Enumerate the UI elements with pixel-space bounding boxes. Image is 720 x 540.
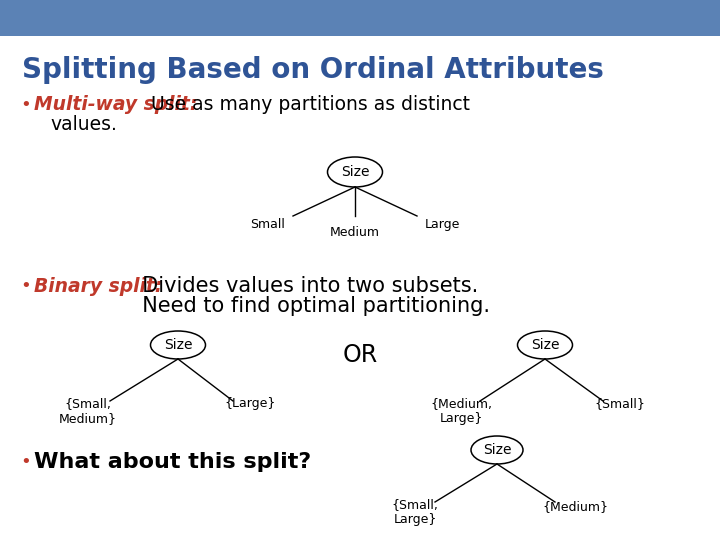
Text: •: • [20, 277, 31, 295]
Text: {Medium}: {Medium} [542, 500, 608, 513]
Ellipse shape [518, 331, 572, 359]
Text: What about this split?: What about this split? [34, 452, 311, 472]
Ellipse shape [150, 331, 205, 359]
Text: Binary split:: Binary split: [34, 276, 163, 295]
Bar [0, 0, 720, 36]
Text: Splitting Based on Ordinal Attributes: Splitting Based on Ordinal Attributes [22, 56, 604, 84]
Ellipse shape [328, 157, 382, 187]
Text: {Medium,
Large}: {Medium, Large} [430, 397, 492, 425]
Text: Multi-way split:: Multi-way split: [34, 96, 197, 114]
Text: Need to find optimal partitioning.: Need to find optimal partitioning. [129, 296, 490, 316]
Text: OR: OR [343, 343, 377, 367]
Ellipse shape [471, 436, 523, 464]
Text: Use as many partitions as distinct: Use as many partitions as distinct [145, 96, 470, 114]
Text: Size: Size [531, 338, 559, 352]
Text: Small: Small [250, 218, 285, 231]
Text: Size: Size [482, 443, 511, 457]
Text: {Small,
Large}: {Small, Large} [392, 498, 438, 526]
Text: Large: Large [425, 218, 460, 231]
Text: {Small}: {Small} [595, 397, 645, 410]
Text: {Small,
Medium}: {Small, Medium} [59, 397, 117, 425]
Text: Medium: Medium [330, 226, 380, 239]
Text: Size: Size [163, 338, 192, 352]
Text: Size: Size [341, 165, 369, 179]
Text: values.: values. [50, 114, 117, 133]
Text: •: • [20, 453, 31, 471]
Text: Divides values into two subsets.: Divides values into two subsets. [129, 276, 478, 296]
Text: {Large}: {Large} [225, 397, 276, 410]
Text: •: • [20, 96, 31, 114]
